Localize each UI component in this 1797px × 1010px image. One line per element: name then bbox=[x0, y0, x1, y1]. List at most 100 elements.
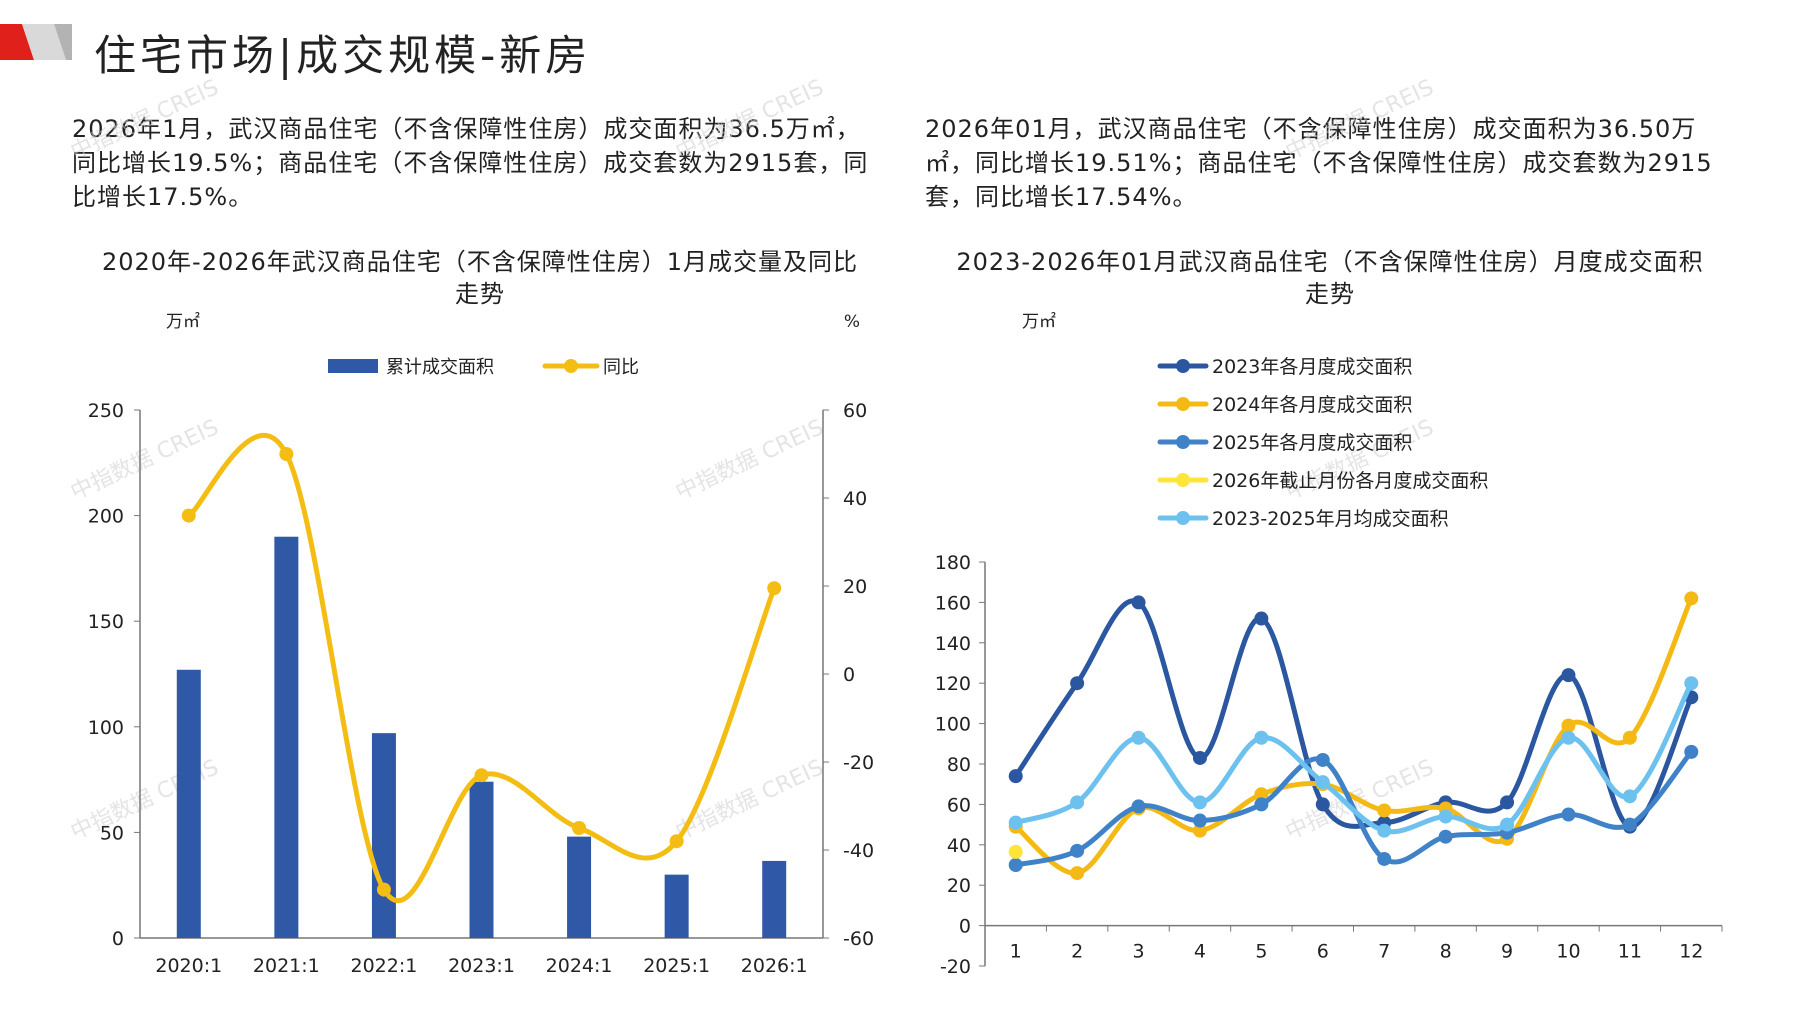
series-4-point-2 bbox=[1070, 795, 1085, 810]
yoy-point-2025:1 bbox=[669, 834, 684, 849]
y2-axis-unit-label: % bbox=[844, 312, 860, 332]
right-chart-title: 2023-2026年01月武汉商品住宅（不含保障性住房）月度成交面积 走势 bbox=[920, 246, 1740, 310]
left-chart-title-line2: 走势 bbox=[455, 280, 505, 308]
y-tick-label: 120 bbox=[935, 673, 971, 695]
series-4-point-11 bbox=[1622, 789, 1637, 804]
right-chart-title-line2: 走势 bbox=[1305, 280, 1355, 308]
x-tick-label: 11 bbox=[1618, 941, 1642, 963]
series-4-point-12 bbox=[1684, 676, 1699, 691]
y-axis-unit-label: 万㎡ bbox=[166, 312, 200, 332]
x-tick-label: 2024:1 bbox=[546, 955, 613, 977]
series-4-point-6 bbox=[1315, 775, 1330, 790]
legend-label-1: 2024年各月度成交面积 bbox=[1212, 394, 1412, 416]
series-2-point-4 bbox=[1192, 813, 1207, 828]
legend-marker-1 bbox=[1176, 397, 1190, 411]
bar-2022:1 bbox=[371, 733, 396, 938]
legend-label-4: 2023-2025年月均成交面积 bbox=[1212, 508, 1449, 530]
legend-marker-0 bbox=[1176, 359, 1190, 373]
series-3-point-1 bbox=[1008, 844, 1023, 859]
y-tick-label: 100 bbox=[88, 717, 124, 739]
x-tick-label: 2020:1 bbox=[155, 955, 222, 977]
legend-swatch-bars bbox=[328, 359, 378, 373]
series-1-point-10 bbox=[1561, 718, 1576, 733]
x-tick-label: 9 bbox=[1501, 941, 1513, 963]
legend-label-3: 2026年截止月份各月度成交面积 bbox=[1212, 470, 1488, 492]
series-1-point-12 bbox=[1684, 591, 1699, 606]
series-4-point-1 bbox=[1008, 815, 1023, 830]
x-tick-label: 8 bbox=[1440, 941, 1452, 963]
x-tick-label: 2022:1 bbox=[351, 955, 418, 977]
series-2-point-7 bbox=[1377, 851, 1392, 866]
series-line-1 bbox=[1014, 597, 1694, 876]
y2-tick-label: 0 bbox=[843, 664, 855, 686]
legend-marker-4 bbox=[1176, 511, 1190, 525]
series-1-point-5 bbox=[1254, 787, 1269, 802]
bar-2024:1 bbox=[567, 836, 592, 938]
legend-label-line: 同比 bbox=[603, 357, 639, 378]
x-tick-label: 2021:1 bbox=[253, 955, 320, 977]
y2-tick-label: 40 bbox=[843, 488, 867, 510]
y2-tick-label: 20 bbox=[843, 576, 867, 598]
series-2-point-1 bbox=[1008, 858, 1023, 872]
series-4-point-3 bbox=[1131, 730, 1146, 745]
left-chart-title-line1: 2020年-2026年武汉商品住宅（不含保障性住房）1月成交量及同比 bbox=[101, 248, 859, 276]
left-chart-title: 2020年-2026年武汉商品住宅（不含保障性住房）1月成交量及同比 走势 bbox=[70, 246, 890, 310]
y-tick-label: 100 bbox=[935, 714, 971, 736]
y-tick-label: 50 bbox=[100, 822, 124, 844]
y2-tick-label: -60 bbox=[843, 928, 874, 950]
series-0-point-9 bbox=[1500, 795, 1515, 810]
x-tick-label: 2026:1 bbox=[741, 955, 808, 977]
yoy-point-2023:1 bbox=[474, 768, 489, 783]
series-line-4 bbox=[1014, 682, 1694, 835]
y2-tick-label: 60 bbox=[843, 400, 867, 422]
y-tick-label: 40 bbox=[947, 835, 971, 857]
y2-tick-label: -20 bbox=[843, 752, 874, 774]
y-tick-label: -20 bbox=[940, 956, 971, 978]
legend-label-bars: 累计成交面积 bbox=[386, 357, 494, 378]
y-tick-label: 0 bbox=[112, 928, 124, 950]
y-tick-label: 150 bbox=[88, 611, 124, 633]
x-tick-label: 2 bbox=[1071, 941, 1083, 963]
series-0-point-5 bbox=[1254, 611, 1269, 626]
yoy-point-2024:1 bbox=[572, 821, 587, 835]
series-2-point-6 bbox=[1315, 752, 1330, 767]
bar-2026:1 bbox=[762, 860, 787, 938]
x-tick-label: 12 bbox=[1679, 941, 1703, 963]
series-4-point-9 bbox=[1500, 817, 1515, 832]
right-intro-text: 2026年01月，武汉商品住宅（不含保障性住房）成交面积为36.50万㎡，同比增… bbox=[925, 115, 1713, 211]
bar-2020:1 bbox=[176, 669, 201, 938]
series-2-point-2 bbox=[1070, 843, 1085, 858]
series-1-point-2 bbox=[1070, 866, 1085, 881]
series-2-point-11 bbox=[1622, 817, 1637, 832]
left-intro-text: 2026年1月，武汉商品住宅（不含保障性住房）成交面积为36.5万㎡，同比增长1… bbox=[72, 115, 869, 211]
series-0-point-4 bbox=[1192, 750, 1207, 765]
legend-marker-3 bbox=[1176, 473, 1190, 487]
series-1-point-7 bbox=[1377, 803, 1392, 818]
y-tick-label: 180 bbox=[935, 552, 971, 574]
series-2-point-12 bbox=[1684, 744, 1699, 759]
x-tick-label: 2025:1 bbox=[643, 955, 710, 977]
y-tick-label: 140 bbox=[935, 633, 971, 655]
x-tick-label: 7 bbox=[1378, 941, 1390, 963]
yoy-point-2021:1 bbox=[279, 447, 294, 461]
yoy-point-2022:1 bbox=[376, 882, 391, 897]
y-tick-label: 160 bbox=[935, 592, 971, 614]
yoy-point-2026:1 bbox=[767, 581, 782, 596]
series-2-point-3 bbox=[1131, 799, 1146, 814]
series-0-point-2 bbox=[1070, 676, 1085, 691]
legend-label-2: 2025年各月度成交面积 bbox=[1212, 432, 1412, 454]
series-2-point-8 bbox=[1438, 829, 1453, 844]
x-tick-label: 4 bbox=[1194, 941, 1206, 963]
bar-2023:1 bbox=[469, 781, 494, 938]
series-4-point-8 bbox=[1438, 809, 1453, 824]
watermark-text: 中指数据 CREIS bbox=[1282, 75, 1438, 165]
series-2-point-10 bbox=[1561, 807, 1576, 822]
x-tick-label: 10 bbox=[1556, 941, 1580, 963]
y-axis-unit-label: 万㎡ bbox=[1022, 312, 1056, 332]
bar-2025:1 bbox=[664, 874, 689, 938]
legend-label-0: 2023年各月度成交面积 bbox=[1212, 356, 1412, 378]
series-0-point-3 bbox=[1131, 595, 1146, 610]
series-1-point-4 bbox=[1192, 823, 1207, 838]
